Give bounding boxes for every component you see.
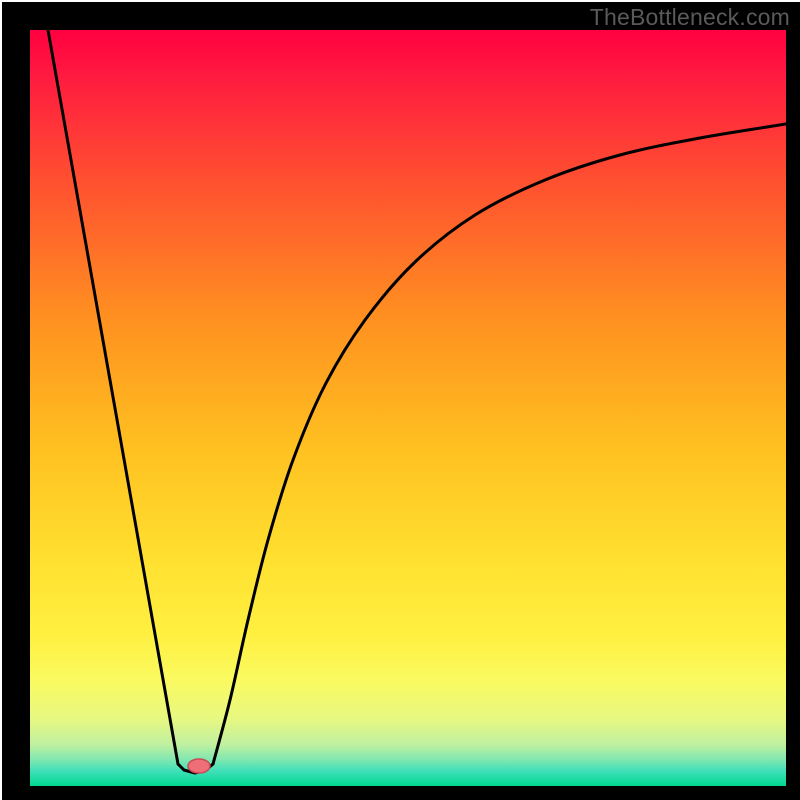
optimum-marker [188, 759, 210, 773]
watermark-text: TheBottleneck.com [590, 4, 790, 31]
chart-container: TheBottleneck.com [0, 0, 800, 800]
bottleneck-chart [0, 0, 800, 800]
